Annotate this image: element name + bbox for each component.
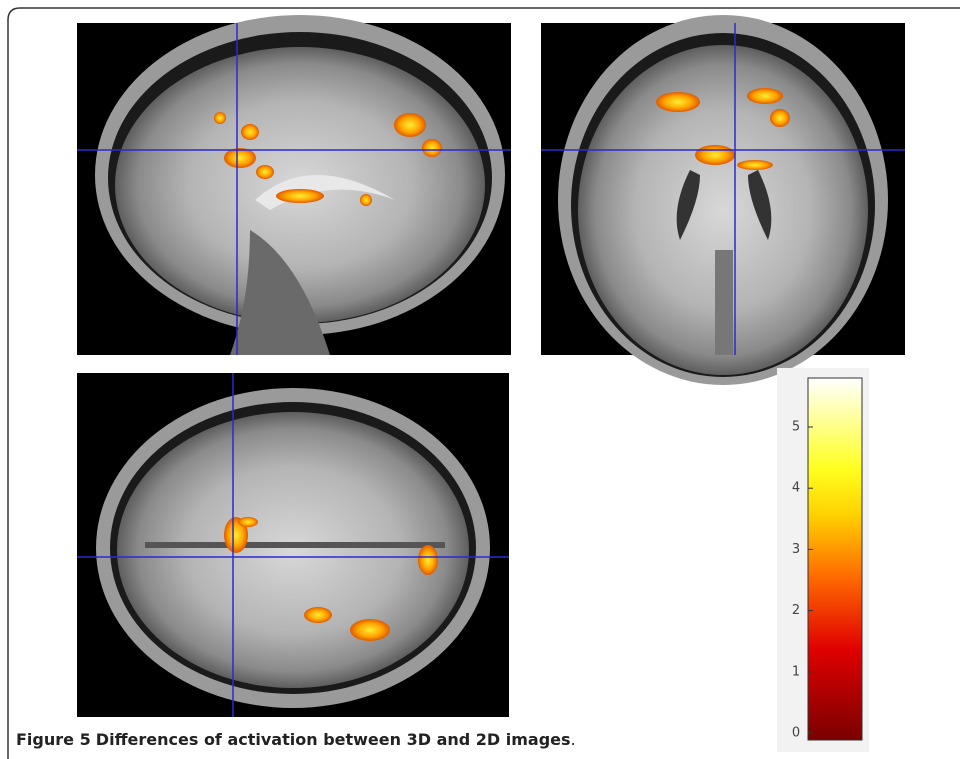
caption: Figure 5 Differences of activation betwe… bbox=[16, 730, 576, 749]
tick-label: 2 bbox=[792, 603, 800, 618]
tick-label: 1 bbox=[792, 664, 800, 679]
tick-label: 4 bbox=[792, 481, 800, 496]
colorbar: 0 1 2 3 4 5 bbox=[777, 368, 869, 752]
figure-label: Figure 5 bbox=[16, 730, 91, 749]
caption-text: Differences of activation between 3D and… bbox=[96, 730, 571, 749]
coronal-panel bbox=[541, 15, 905, 385]
axial-panel bbox=[77, 373, 509, 717]
caption-end: . bbox=[571, 730, 576, 749]
tick-label: 0 bbox=[792, 726, 800, 741]
page: {"figure": {"label": "Figure 5", "captio… bbox=[0, 0, 960, 759]
sagittal-panel bbox=[77, 15, 511, 355]
figure: 0 1 2 3 4 5 bbox=[0, 0, 960, 759]
tick-label: 5 bbox=[792, 420, 800, 435]
tick-label: 3 bbox=[792, 542, 800, 557]
